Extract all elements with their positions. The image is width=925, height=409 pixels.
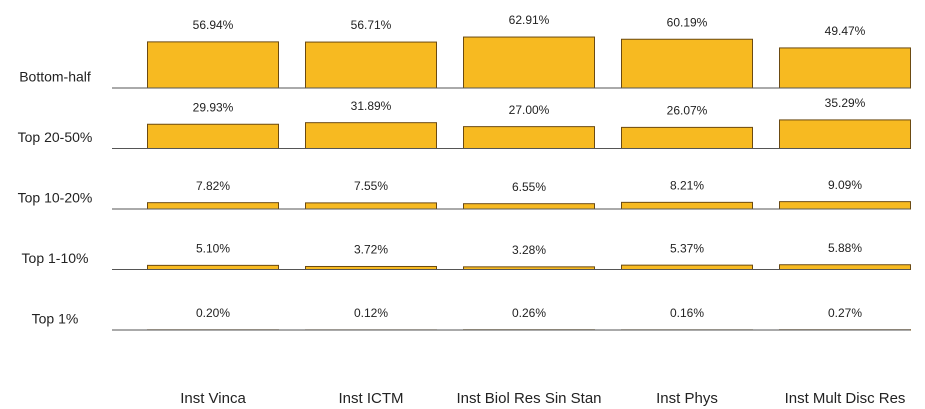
- value-label: 6.55%: [512, 180, 546, 194]
- value-label: 35.29%: [825, 96, 866, 110]
- bar: [147, 41, 279, 89]
- bar: [621, 264, 753, 270]
- x-tick-label: Inst ICTM: [338, 390, 403, 407]
- value-label: 3.72%: [354, 243, 388, 257]
- bar: [621, 38, 753, 89]
- bar: [463, 36, 595, 89]
- value-label: 29.93%: [193, 100, 234, 114]
- x-tick-label: Inst Phys: [656, 390, 718, 407]
- bar: [147, 202, 279, 210]
- value-label: 5.37%: [670, 241, 704, 255]
- value-label: 49.47%: [825, 24, 866, 38]
- value-label: 62.91%: [509, 13, 550, 27]
- bar: [779, 201, 911, 210]
- row-label: Bottom-half: [19, 69, 91, 85]
- bar: [305, 202, 437, 210]
- bar: [463, 203, 595, 210]
- value-label: 0.20%: [196, 306, 230, 320]
- value-label: 3.28%: [512, 243, 546, 257]
- value-label: 0.27%: [828, 306, 862, 320]
- value-label: 27.00%: [509, 103, 550, 117]
- value-label: 56.94%: [193, 18, 234, 32]
- row-label: Top 20-50%: [18, 129, 93, 145]
- row-label: Top 1-10%: [22, 250, 89, 266]
- value-label: 7.82%: [196, 179, 230, 193]
- bar: [779, 119, 911, 149]
- x-tick-label: Inst Mult Disc Res: [785, 390, 906, 407]
- value-label: 56.71%: [351, 18, 392, 32]
- bar: [463, 126, 595, 149]
- value-label: 9.09%: [828, 178, 862, 192]
- value-label: 0.16%: [670, 306, 704, 320]
- value-label: 26.07%: [667, 104, 708, 118]
- row-label: Top 1%: [32, 311, 79, 327]
- value-label: 0.12%: [354, 306, 388, 320]
- bar: [147, 264, 279, 270]
- bar: [621, 201, 753, 210]
- value-label: 8.21%: [670, 179, 704, 193]
- bar: [621, 126, 753, 149]
- value-label: 7.55%: [354, 179, 388, 193]
- row-label: Top 10-20%: [18, 190, 93, 206]
- bar: [779, 47, 911, 89]
- bar: [305, 122, 437, 149]
- value-label: 0.26%: [512, 306, 546, 320]
- x-tick-label: Inst Vinca: [180, 390, 246, 407]
- x-tick-label: Inst Biol Res Sin Stan: [456, 390, 601, 407]
- value-label: 5.10%: [196, 242, 230, 256]
- value-label: 5.88%: [828, 241, 862, 255]
- bar: [147, 123, 279, 149]
- value-label: 31.89%: [351, 99, 392, 113]
- bar: [779, 264, 911, 271]
- value-label: 60.19%: [667, 15, 708, 29]
- bar: [305, 41, 437, 89]
